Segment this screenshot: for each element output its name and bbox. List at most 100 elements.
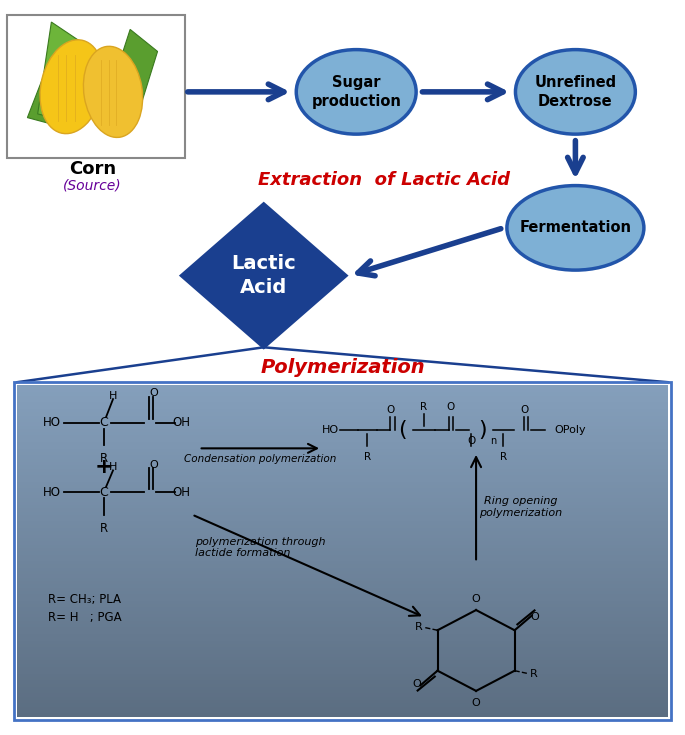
Bar xyxy=(17,462,668,465)
Bar xyxy=(17,448,668,452)
Bar xyxy=(17,647,668,650)
Bar xyxy=(17,663,668,667)
Polygon shape xyxy=(103,29,158,118)
Ellipse shape xyxy=(296,50,416,135)
Text: HO: HO xyxy=(42,486,60,499)
Bar xyxy=(17,590,668,594)
Bar xyxy=(17,507,668,512)
Text: H: H xyxy=(109,462,117,472)
Bar xyxy=(17,643,668,648)
Bar xyxy=(17,428,668,432)
Bar xyxy=(17,567,668,571)
Bar xyxy=(17,713,668,717)
Bar xyxy=(17,531,668,535)
Text: R: R xyxy=(100,452,108,465)
Bar xyxy=(17,401,668,406)
Bar xyxy=(17,700,668,703)
Bar xyxy=(17,597,668,601)
Bar xyxy=(17,488,668,492)
Bar xyxy=(17,468,668,472)
Text: n: n xyxy=(490,436,496,446)
Bar xyxy=(17,398,668,403)
Bar xyxy=(17,557,668,562)
Text: Condensation polymerization: Condensation polymerization xyxy=(184,454,336,465)
Text: O: O xyxy=(150,460,158,470)
Text: O: O xyxy=(467,436,475,446)
Bar xyxy=(17,528,668,531)
Bar xyxy=(17,435,668,439)
Text: R= H   ; PGA: R= H ; PGA xyxy=(48,611,121,624)
Bar xyxy=(17,471,668,476)
Text: R: R xyxy=(414,622,422,631)
Bar xyxy=(17,385,668,390)
Bar xyxy=(17,676,668,681)
Bar xyxy=(17,504,668,509)
Bar xyxy=(17,692,668,697)
FancyBboxPatch shape xyxy=(7,15,185,158)
Bar xyxy=(17,415,668,419)
Ellipse shape xyxy=(40,40,104,134)
Bar xyxy=(17,494,668,498)
Bar xyxy=(17,551,668,555)
Text: O: O xyxy=(472,698,480,708)
Text: H: H xyxy=(109,390,117,401)
Bar xyxy=(17,603,668,607)
Text: O: O xyxy=(531,612,540,622)
Bar xyxy=(17,484,668,489)
Text: R= CH₃; PLA: R= CH₃; PLA xyxy=(48,592,121,606)
Bar xyxy=(17,491,668,495)
Text: R: R xyxy=(364,452,371,462)
Bar xyxy=(17,594,668,598)
Bar xyxy=(17,639,668,644)
Bar xyxy=(17,653,668,657)
Bar xyxy=(17,673,668,677)
Bar xyxy=(17,392,668,395)
Bar xyxy=(17,564,668,568)
Bar xyxy=(17,517,668,522)
Text: Sugar
production: Sugar production xyxy=(311,75,401,109)
Bar xyxy=(17,441,668,445)
Bar xyxy=(17,388,668,392)
Text: O: O xyxy=(150,388,158,398)
Bar xyxy=(17,445,668,448)
Text: (Source): (Source) xyxy=(63,178,122,193)
Bar xyxy=(17,637,668,640)
Text: O: O xyxy=(472,594,480,604)
Bar xyxy=(17,534,668,538)
Polygon shape xyxy=(38,22,79,121)
Bar xyxy=(17,454,668,459)
Bar xyxy=(17,475,668,478)
Bar xyxy=(17,626,668,631)
Bar xyxy=(17,425,668,429)
Bar xyxy=(17,481,668,485)
Bar xyxy=(17,613,668,617)
Bar xyxy=(17,587,668,591)
Bar xyxy=(17,706,668,710)
Bar xyxy=(17,623,668,628)
Bar xyxy=(17,537,668,541)
Text: O: O xyxy=(412,679,421,689)
Bar xyxy=(17,689,668,694)
Bar xyxy=(17,660,668,664)
Bar xyxy=(17,498,668,501)
Bar xyxy=(17,514,668,518)
Bar xyxy=(17,679,668,684)
Bar xyxy=(17,395,668,399)
Bar xyxy=(17,465,668,469)
Bar xyxy=(17,511,668,514)
Bar xyxy=(17,683,668,686)
Bar xyxy=(17,703,668,707)
Text: polymerization through
lactide formation: polymerization through lactide formation xyxy=(195,537,326,559)
Text: ): ) xyxy=(479,420,487,440)
Ellipse shape xyxy=(84,46,142,137)
Text: O: O xyxy=(447,401,455,412)
Bar xyxy=(17,620,668,624)
Text: O: O xyxy=(386,405,395,415)
Bar xyxy=(17,560,668,564)
Text: R: R xyxy=(530,670,538,679)
Ellipse shape xyxy=(515,50,635,135)
Text: Corn: Corn xyxy=(69,160,116,178)
Text: OH: OH xyxy=(173,416,190,429)
Bar xyxy=(17,656,668,660)
Bar xyxy=(17,581,668,584)
